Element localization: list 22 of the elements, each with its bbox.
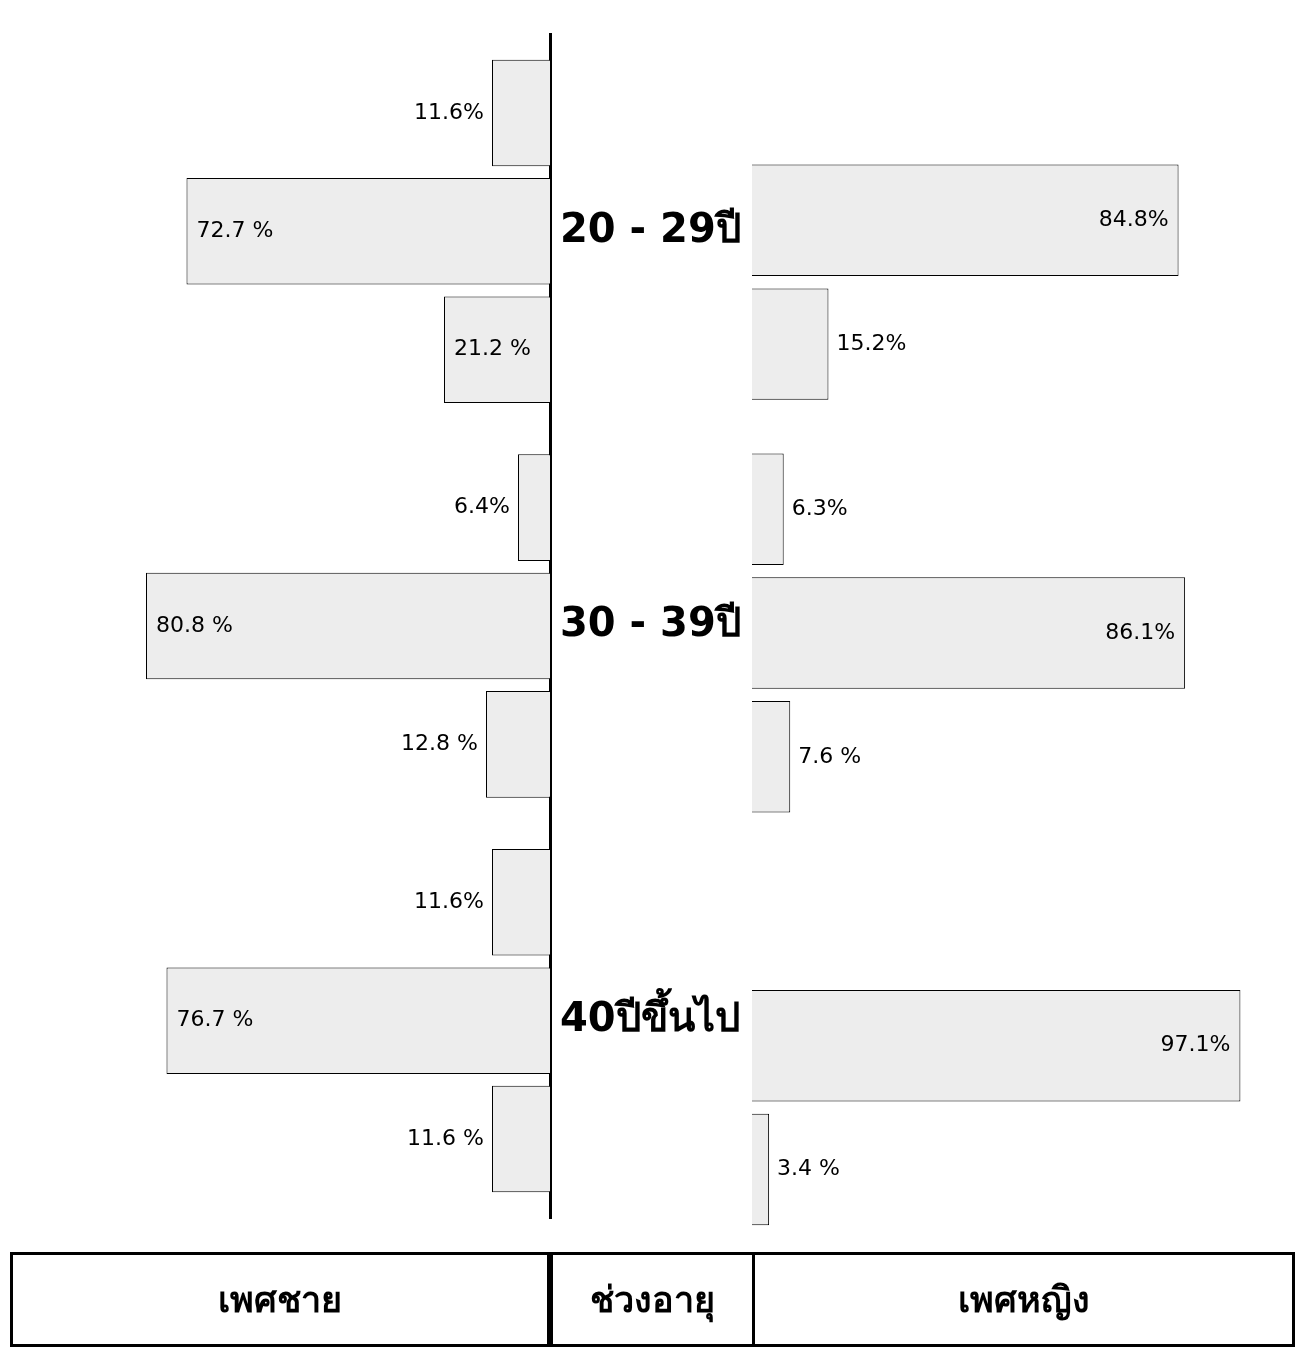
data-label: 76.7 % bbox=[176, 1006, 254, 1032]
data-label: 11.6% bbox=[414, 98, 484, 124]
y-tick-label: 30 - 39ปี bbox=[560, 599, 741, 646]
data-label: 11.6% bbox=[414, 887, 484, 913]
y-tick-label: 40ปีขึ้นไป bbox=[560, 988, 740, 1041]
data-label: 12.8 % bbox=[401, 730, 479, 756]
data-label: 7.6 % bbox=[798, 742, 862, 768]
data-label: 80.8 % bbox=[156, 611, 233, 637]
x-axis-title: เพศหญิง bbox=[752, 1252, 1295, 1347]
y-tick-label: 20 - 29ปี bbox=[560, 204, 741, 251]
x-axis-title: เพศชาย bbox=[10, 1252, 550, 1347]
data-label: 15.2% bbox=[836, 329, 907, 355]
y-axis-title: ช่วงอายุ bbox=[550, 1252, 755, 1347]
data-label: 86.1% bbox=[1105, 618, 1176, 644]
data-label: 84.8% bbox=[1098, 206, 1169, 232]
data-label: 6.4% bbox=[454, 493, 511, 519]
data-label: 6.3% bbox=[791, 494, 848, 520]
data-label: 3.4 % bbox=[777, 1155, 840, 1181]
data-label: 97.1% bbox=[1160, 1031, 1231, 1057]
data-label: 21.2 % bbox=[454, 335, 531, 361]
data-label: 11.6 % bbox=[407, 1124, 485, 1150]
data-label: 72.7 % bbox=[196, 217, 274, 243]
